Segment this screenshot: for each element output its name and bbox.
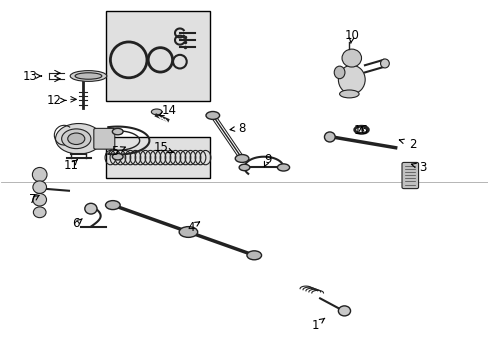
Ellipse shape bbox=[333, 66, 344, 79]
Ellipse shape bbox=[380, 59, 388, 68]
Ellipse shape bbox=[324, 132, 334, 142]
Ellipse shape bbox=[341, 49, 361, 67]
Text: 3: 3 bbox=[418, 161, 426, 174]
Text: 14: 14 bbox=[161, 104, 176, 117]
Text: 10: 10 bbox=[344, 29, 359, 42]
Ellipse shape bbox=[239, 164, 249, 171]
Text: 6: 6 bbox=[72, 217, 80, 230]
Ellipse shape bbox=[70, 71, 106, 81]
Ellipse shape bbox=[179, 226, 197, 237]
Text: 4: 4 bbox=[187, 221, 194, 234]
Ellipse shape bbox=[339, 90, 358, 98]
Text: 11: 11 bbox=[64, 159, 79, 172]
Ellipse shape bbox=[61, 129, 91, 149]
Ellipse shape bbox=[277, 164, 289, 171]
Ellipse shape bbox=[151, 109, 162, 115]
Text: 2: 2 bbox=[408, 138, 416, 150]
Ellipse shape bbox=[338, 306, 350, 316]
Text: 1: 1 bbox=[311, 319, 318, 332]
Text: 15: 15 bbox=[154, 141, 169, 154]
Ellipse shape bbox=[112, 153, 123, 160]
Text: 13: 13 bbox=[22, 69, 37, 82]
Ellipse shape bbox=[32, 167, 47, 182]
Bar bbox=[105, 137, 210, 178]
Ellipse shape bbox=[33, 207, 46, 218]
Ellipse shape bbox=[84, 203, 97, 214]
Text: 9: 9 bbox=[264, 153, 271, 166]
Text: 12: 12 bbox=[47, 94, 61, 107]
Ellipse shape bbox=[235, 154, 248, 162]
Ellipse shape bbox=[33, 181, 46, 193]
FancyBboxPatch shape bbox=[401, 162, 418, 189]
Bar bbox=[105, 12, 210, 101]
Ellipse shape bbox=[68, 133, 84, 144]
Ellipse shape bbox=[246, 251, 261, 260]
Ellipse shape bbox=[75, 73, 102, 79]
Text: 7: 7 bbox=[29, 193, 36, 206]
Text: 5: 5 bbox=[111, 145, 119, 158]
Ellipse shape bbox=[205, 112, 219, 120]
Ellipse shape bbox=[56, 123, 102, 154]
FancyBboxPatch shape bbox=[94, 129, 115, 149]
Text: 8: 8 bbox=[238, 122, 245, 135]
Text: 16: 16 bbox=[353, 124, 368, 137]
Ellipse shape bbox=[112, 129, 123, 135]
Ellipse shape bbox=[338, 65, 365, 94]
Ellipse shape bbox=[105, 201, 120, 210]
Ellipse shape bbox=[33, 193, 46, 206]
